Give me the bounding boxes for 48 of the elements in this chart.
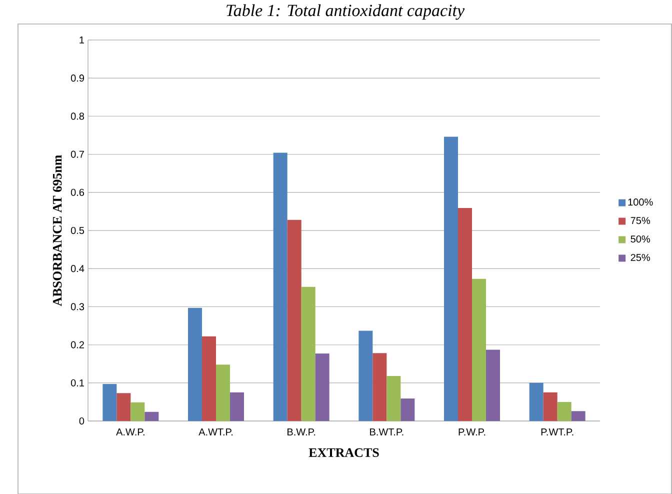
y-tick-label: 0.8 [70,112,84,120]
x-tick-label: B.W.P. [288,428,316,436]
bar [216,364,230,421]
y-tick-label: 0.7 [70,150,84,158]
bar [571,410,586,421]
y-tick-label: 0 [79,417,84,424]
bar [386,376,401,421]
y-tick-label: 0.5 [70,226,84,234]
bar [529,382,544,421]
bar [102,384,117,421]
bar [486,350,500,421]
x-tick-label: P.W.P. [458,428,486,436]
y-tick-label: 0.1 [70,379,84,386]
bar [543,392,558,421]
bar [458,208,472,421]
bar [400,398,415,421]
y-tick-label: 0.2 [70,341,84,348]
bar [188,308,202,421]
y-tick-label: 0.4 [70,264,84,272]
bar [557,402,572,421]
legend-label: 50% [630,235,650,242]
x-tick-label: A.W.P. [116,428,144,436]
chart-title: Table 1: Total antioxidant capacity [226,4,465,20]
bar [301,286,316,421]
y-tick-label: 0.3 [70,302,84,310]
x-tick-label: A.WT.P. [198,428,233,436]
bar [230,392,244,421]
x-tick-label: B.WT.P. [370,428,404,436]
bar [315,353,330,421]
bar [202,336,216,421]
legend-label: 75% [630,216,650,224]
bar [287,220,302,421]
legend-label: 100% [628,198,653,206]
bar [444,136,458,421]
y-tick-label: 0.6 [70,188,84,196]
bar [116,392,131,421]
y-tick-label: 0.9 [70,74,84,82]
bar [273,152,288,421]
bar [472,278,486,421]
y-tick-label: 1 [80,36,84,44]
y-axis-title: ABSORBANCE AT 695nm [52,154,62,306]
x-axis-title: EXTRACTS [308,448,379,457]
bar [358,330,373,421]
bar [372,352,387,421]
x-tick-label: P.WT.P. [541,428,574,436]
legend-label: 25% [630,254,650,261]
bar [144,412,159,421]
bar [130,402,145,421]
